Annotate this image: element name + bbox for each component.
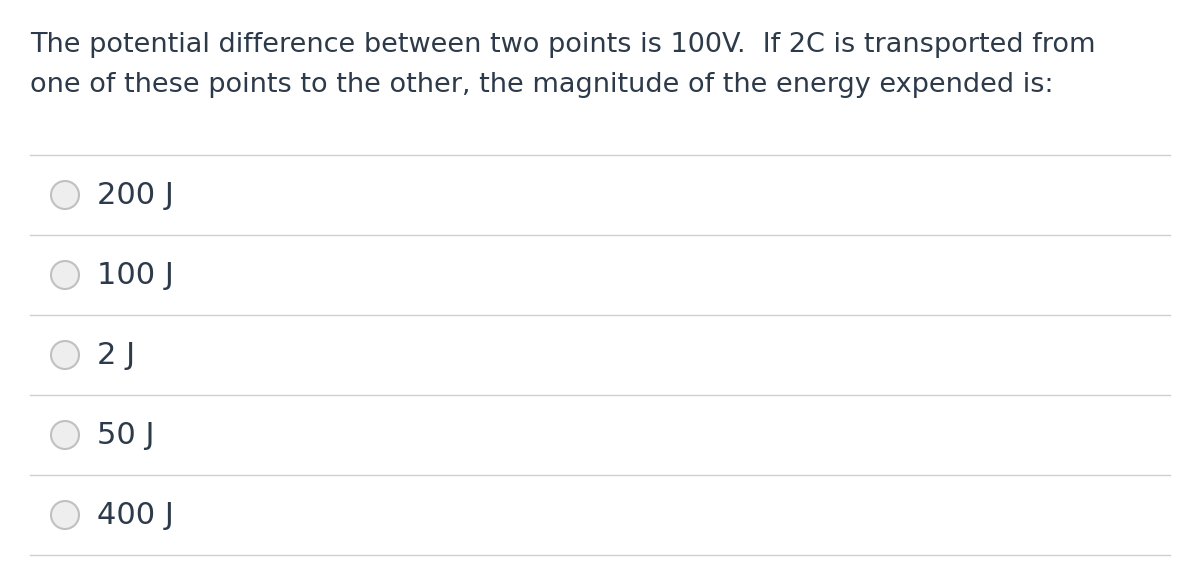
Ellipse shape [50,181,79,209]
Ellipse shape [50,421,79,449]
Text: 400 J: 400 J [97,501,174,530]
Ellipse shape [50,261,79,289]
Text: 50 J: 50 J [97,421,155,449]
Text: 100 J: 100 J [97,261,174,289]
Ellipse shape [50,341,79,369]
Text: The potential difference between two points is 100V.  If 2C is transported from: The potential difference between two poi… [30,32,1096,58]
Ellipse shape [50,501,79,529]
Text: 200 J: 200 J [97,180,174,210]
Text: 2 J: 2 J [97,340,136,370]
Text: one of these points to the other, the magnitude of the energy expended is:: one of these points to the other, the ma… [30,72,1054,98]
